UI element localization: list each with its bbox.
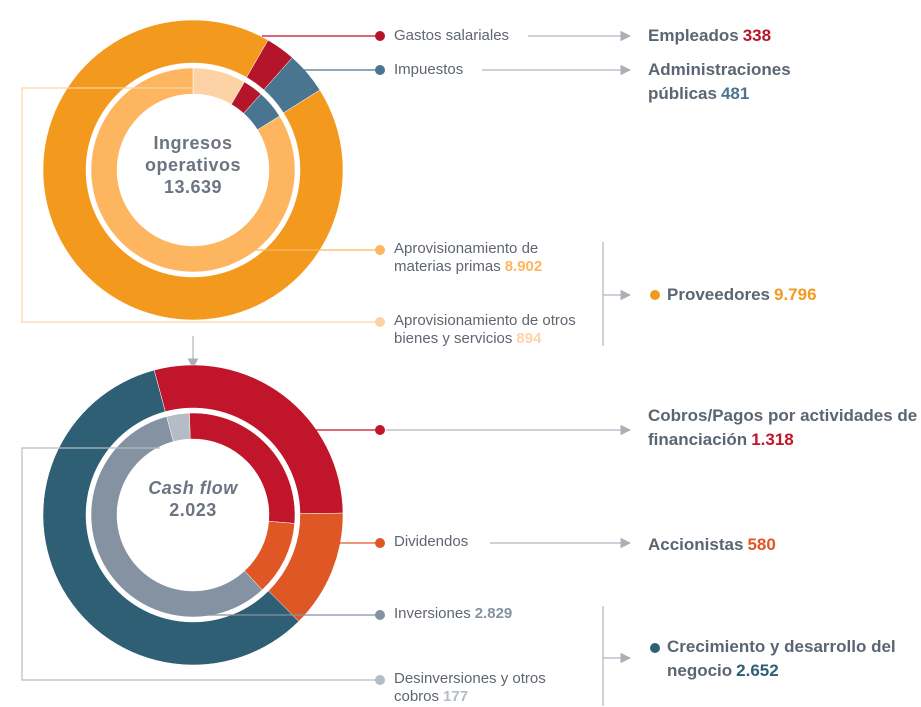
category-name: Accionistas xyxy=(648,535,744,554)
dot xyxy=(650,290,660,300)
inner-label: Aprovisionamiento de materias primas 8.90… xyxy=(394,240,584,276)
outer-label: Proveedores 9.796 xyxy=(667,283,887,307)
inner-segment xyxy=(90,67,296,273)
center-title: Cash flow xyxy=(148,478,238,498)
inner-label: Gastos salariales xyxy=(394,27,534,45)
center-value: 13.639 xyxy=(163,177,223,197)
category-name: Impuestos xyxy=(394,61,464,78)
inner-label: Dividendos xyxy=(394,533,514,551)
category-name: Desinversiones y otros cobros xyxy=(394,670,546,705)
inner-label: Aprovisionamiento de otros bienes y serv… xyxy=(394,312,609,348)
category-name: Aprovisionamiento de otros bienes y serv… xyxy=(394,312,576,347)
outer-label: Administraciones públicas 481 xyxy=(648,58,838,106)
outer-label: Cobros/Pagos por actividades de financia… xyxy=(648,404,921,452)
category-name: Crecimiento y desarrollo del negocio xyxy=(667,637,896,680)
dot xyxy=(375,31,385,41)
outer-segment xyxy=(42,19,344,321)
value-label: 481 xyxy=(720,84,750,103)
category-name: Empleados xyxy=(648,26,739,45)
value-label: 580 xyxy=(747,535,776,554)
leader-line xyxy=(21,447,380,681)
dot xyxy=(375,425,385,435)
center-label: Ingresos operativos 13.639 xyxy=(123,132,263,198)
category-name: Proveedores xyxy=(667,285,770,304)
connectors xyxy=(187,30,632,706)
value-label: 9.796 xyxy=(774,285,817,304)
category-name: Administraciones públicas xyxy=(648,60,791,103)
inner-label: Desinversiones y otros cobros 177 xyxy=(394,670,584,706)
category-name: Aprovisionamiento de materias primas xyxy=(394,240,539,275)
value-label: 338 xyxy=(742,26,772,45)
center-label: Cash flow 2.023 xyxy=(123,477,263,521)
outer-label: Empleados 338 xyxy=(648,24,848,48)
value-label: 2.652 xyxy=(736,661,779,680)
outer-segment xyxy=(153,364,344,514)
leader-line xyxy=(21,87,380,323)
inner-segment xyxy=(90,416,263,618)
dot xyxy=(650,643,660,653)
dot xyxy=(375,317,385,327)
inner-label: Inversiones 2.829 xyxy=(394,605,594,623)
category-name: Inversiones xyxy=(394,605,471,622)
dot xyxy=(375,538,385,548)
value-label: 894 xyxy=(516,330,542,347)
outer-segment xyxy=(42,369,300,666)
dot xyxy=(375,245,385,255)
outer-label: Crecimiento y desarrollo del negocio 2.65… xyxy=(667,635,907,683)
inner-label: Impuestos xyxy=(394,61,494,79)
value-label: 2.829 xyxy=(474,605,513,622)
center-title: Ingresos operativos xyxy=(144,133,242,175)
dot xyxy=(375,675,385,685)
dot xyxy=(375,610,385,620)
value-label: 177 xyxy=(443,688,469,705)
category-name: Gastos salariales xyxy=(394,27,510,44)
value-label: 1.318 xyxy=(751,430,794,449)
center-value: 2.023 xyxy=(169,500,217,520)
dot xyxy=(375,65,385,75)
category-name: Cobros/Pagos por actividades de financia… xyxy=(648,406,918,449)
category-name: Dividendos xyxy=(394,533,469,550)
value-label: 8.902 xyxy=(504,258,543,275)
outer-label: Accionistas 580 xyxy=(648,533,798,557)
